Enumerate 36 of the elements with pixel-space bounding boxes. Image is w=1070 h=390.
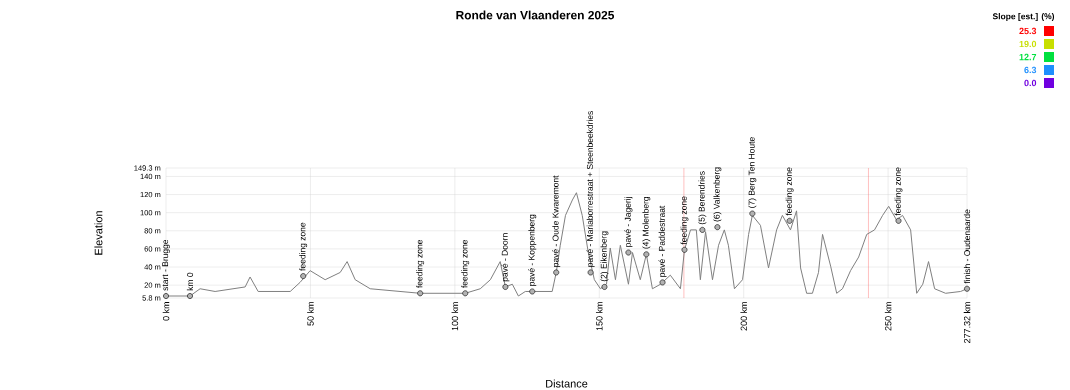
annotation: feeding zone [680, 196, 689, 245]
annotation: pavé - Jagerij [624, 197, 633, 247]
annotation: finish - Oudenaarde [963, 209, 971, 284]
x-tick-label: 0 km [162, 302, 170, 321]
x-tick-label: 277.32 km [963, 302, 971, 343]
x-tick-label: 250 km [884, 302, 892, 331]
x-tick-label: 150 km [595, 302, 603, 331]
annotation: (2) Eikenberg [600, 231, 609, 282]
color-bar-label: 0.0 [1024, 79, 1037, 87]
annotation: pavé - Paddestraat [658, 205, 667, 277]
annotation: feeding zone [416, 239, 425, 288]
chart-title: Ronde van Vlaanderen 2025 [456, 10, 615, 20]
x-axis-title: Distance [546, 379, 588, 388]
color-bar-title: Slope [est.] (%) [992, 13, 1055, 21]
annotation: pavé - Oude Kwaremont [552, 175, 561, 267]
annotation: feeding zone [785, 167, 794, 216]
annotation: feeding zone [299, 222, 308, 271]
annotation: pavé - Mariaborrestraat + Steenbeekdries [586, 111, 595, 267]
color-bar-label: 19.0 [1019, 40, 1037, 48]
color-bar-label: 25.3 [1019, 27, 1037, 35]
annotation: pavé - Koppenberg [528, 214, 537, 286]
annotation: pavé - Doorn [501, 233, 510, 282]
annotation: (7) Berg Ten Houte [748, 137, 757, 208]
y-axis-title: Elevation [94, 211, 103, 255]
annotation: feeding zone [461, 239, 470, 288]
x-tick-label: 100 km [451, 302, 459, 331]
annotation: km 0 [186, 272, 194, 291]
color-bar-label: 6.3 [1024, 66, 1037, 74]
x-tick-label: 50 km [307, 302, 314, 326]
annotation: (5) Berendries [698, 171, 707, 225]
annotation: (4) Molenberg [642, 196, 651, 249]
x-tick-label: 200 km [740, 302, 747, 331]
annotation: feeding zone [894, 167, 903, 216]
annotation: (6) Valkenberg [713, 167, 722, 222]
color-bar-label: 12.7 [1019, 53, 1037, 61]
annotation: start - Brugge [162, 239, 170, 291]
